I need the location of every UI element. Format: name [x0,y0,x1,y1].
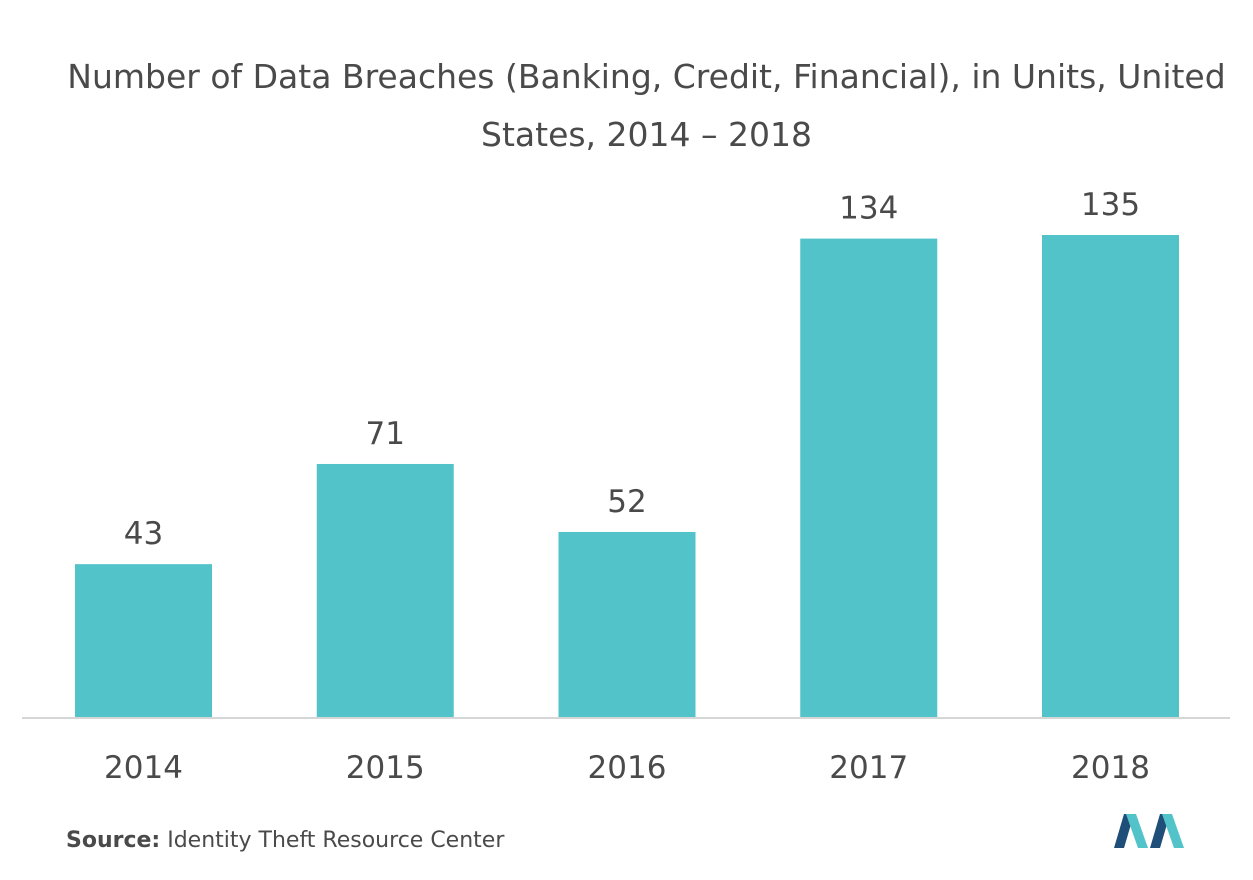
bar-2015 [316,463,454,718]
x-tick-label-2014: 2014 [104,750,183,786]
mordor-intelligence-logo-icon [1114,814,1184,848]
bars-group [75,235,1179,719]
bar-2014 [75,564,212,718]
source-prefix: Source: [66,828,161,853]
source-note: Source: Identity Theft Resource Center [66,828,504,853]
data-label-2014: 43 [124,516,163,552]
x-tick-label-2017: 2017 [829,750,908,786]
bar-2016 [558,531,696,718]
data-label-2015: 71 [366,416,405,452]
data-label-2016: 52 [607,484,646,520]
source-text: Identity Theft Resource Center [160,828,505,853]
x-tick-labels-group: 2014 2015 2016 2017 2018 [104,750,1150,786]
chart-title: Number of Data Breaches (Banking, Credit… [67,57,1226,154]
x-tick-label-2016: 2016 [588,750,667,786]
bar-2018 [1042,235,1179,718]
x-tick-label-2018: 2018 [1071,750,1150,786]
x-tick-label-2015: 2015 [346,750,425,786]
bar-2017 [800,238,938,719]
data-labels-group: 43 71 52 134 135 [124,187,1140,552]
data-label-2018: 135 [1081,187,1140,223]
data-label-2017: 134 [839,191,898,227]
